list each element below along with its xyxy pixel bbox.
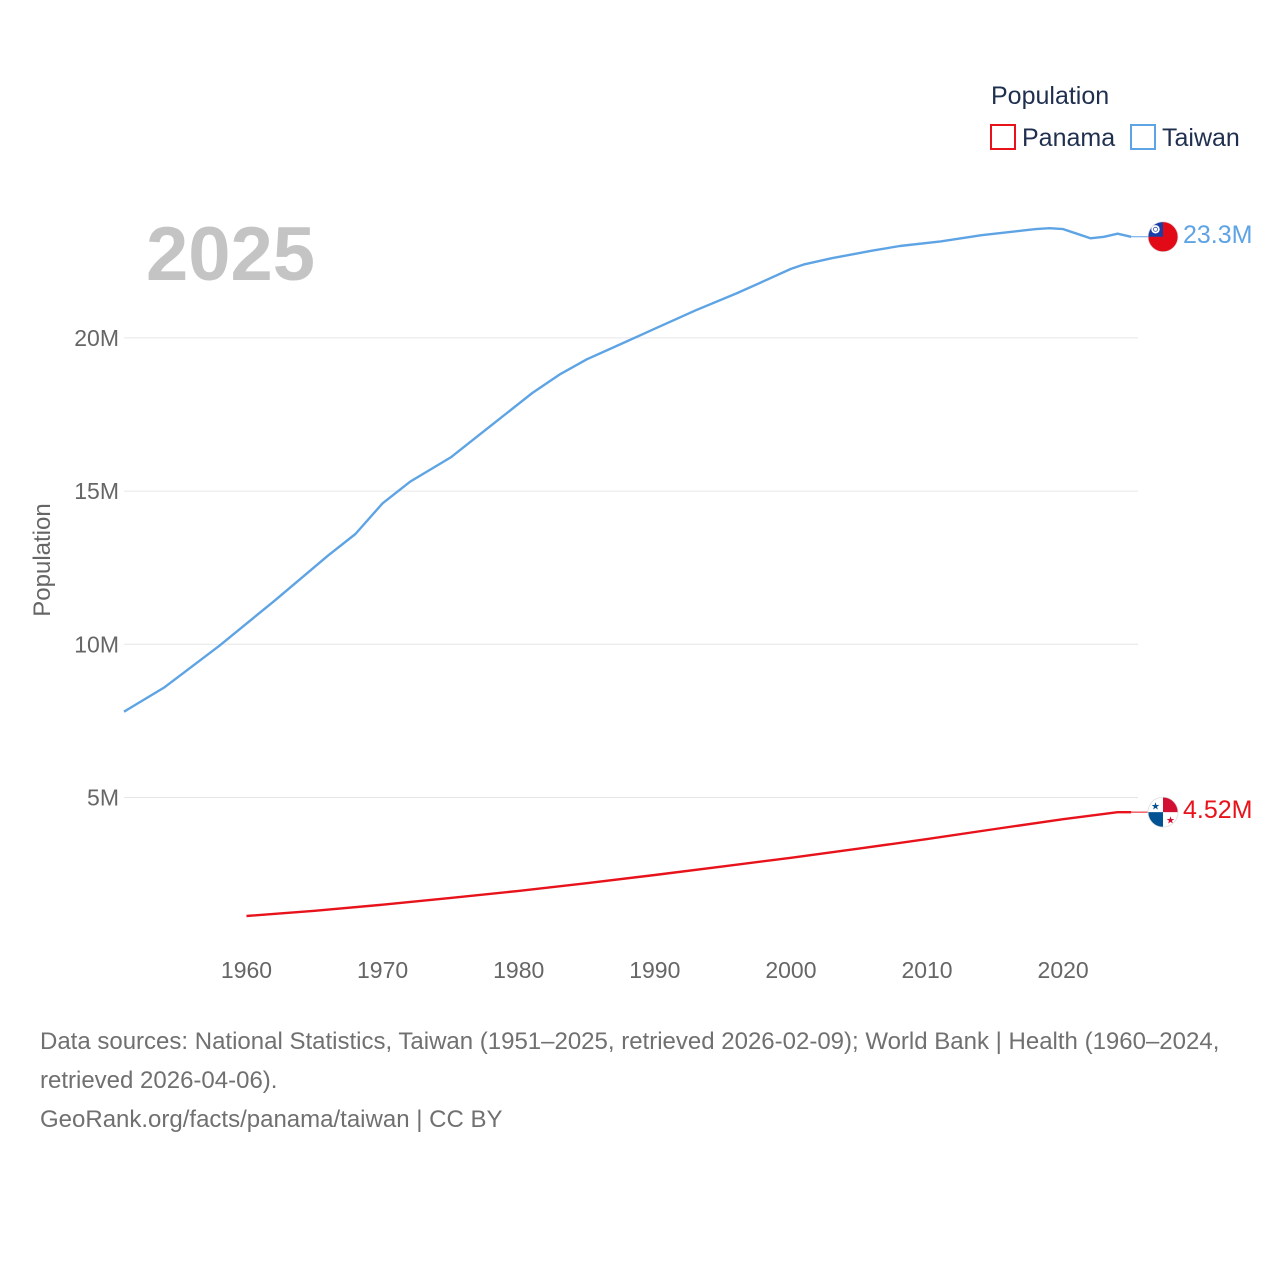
legend-swatch-taiwan[interactable] bbox=[1130, 124, 1156, 150]
footer: Data sources: National Statistics, Taiwa… bbox=[40, 1022, 1250, 1139]
attribution-link[interactable]: GeoRank.org/facts/panama/taiwan | CC BY bbox=[40, 1106, 503, 1133]
x-tick-1980: 1980 bbox=[493, 957, 544, 983]
x-tick-2020: 2020 bbox=[1038, 957, 1089, 983]
series-line-panama[interactable] bbox=[246, 811, 1132, 918]
svg-text:★: ★ bbox=[1166, 816, 1175, 827]
x-axis-ticks: 1960 1970 1980 1990 2000 2010 2020 bbox=[221, 957, 1089, 983]
x-tick-2000: 2000 bbox=[765, 957, 816, 983]
legend-label-taiwan[interactable]: Taiwan bbox=[1162, 124, 1240, 152]
grid-lines bbox=[124, 337, 1138, 798]
panama-flag-icon: ★★ bbox=[1147, 796, 1179, 828]
y-tick-20M: 20M bbox=[74, 325, 119, 351]
x-tick-1990: 1990 bbox=[629, 957, 680, 983]
y-axis-label: Population bbox=[29, 503, 56, 616]
legend-label-panama[interactable]: Panama bbox=[1022, 124, 1115, 152]
legend-title: Population bbox=[991, 82, 1109, 110]
series-line-taiwan[interactable] bbox=[123, 227, 1132, 713]
x-tick-1970: 1970 bbox=[357, 957, 408, 983]
taiwan-flag-icon bbox=[1147, 221, 1179, 253]
series-lines bbox=[123, 227, 1132, 918]
legend: Population Panama Taiwan bbox=[990, 82, 1240, 152]
y-tick-10M: 10M bbox=[74, 631, 119, 657]
end-label-panama: 4.52M bbox=[1183, 796, 1252, 824]
data-sources-note: Data sources: National Statistics, Taiwa… bbox=[40, 1028, 1220, 1094]
y-tick-15M: 15M bbox=[74, 478, 119, 504]
end-label-taiwan: 23.3M bbox=[1183, 221, 1252, 249]
x-tick-2010: 2010 bbox=[901, 957, 952, 983]
population-chart: 5M 10M 15M 20M 1960 1970 1980 1990 2000 2010 2020… bbox=[29, 82, 1252, 983]
x-tick-1960: 1960 bbox=[221, 957, 272, 983]
legend-swatch-panama[interactable] bbox=[990, 124, 1016, 150]
y-axis-ticks: 5M 10M 15M 20M bbox=[74, 325, 119, 811]
svg-text:★: ★ bbox=[1151, 802, 1160, 813]
y-tick-5M: 5M bbox=[87, 784, 119, 810]
year-label: 2025 bbox=[146, 212, 315, 297]
